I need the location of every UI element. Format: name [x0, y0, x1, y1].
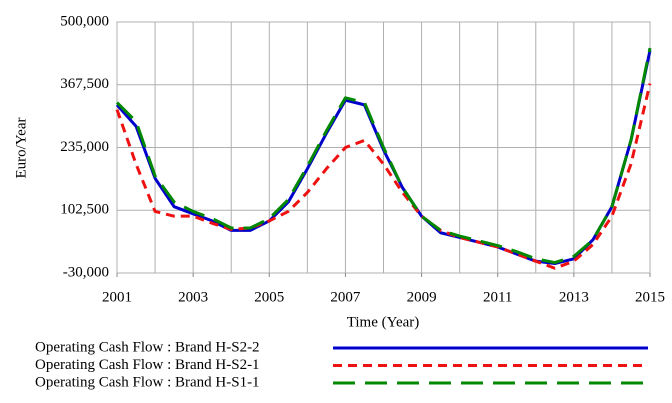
x-tick-label: 2003	[178, 289, 208, 305]
y-tick-label: 367,500	[60, 76, 109, 92]
x-tick-label: 2015	[635, 289, 665, 305]
x-tick-label: 2011	[483, 289, 512, 305]
legend-label: Operating Cash Flow : Brand H-S2-1	[35, 357, 260, 373]
x-axis-label: Time (Year)	[347, 314, 420, 330]
x-tick-label: 2013	[559, 289, 589, 305]
y-axis-label: Euro/Year	[13, 118, 29, 179]
legend-label: Operating Cash Flow : Brand H-S1-1	[35, 374, 260, 390]
x-tick-label: 2005	[254, 289, 284, 305]
y-tick-label: 102,500	[60, 202, 109, 218]
series-line	[115, 47, 652, 265]
y-tick-label: -30,000	[63, 264, 109, 280]
y-tick-label: 500,000	[60, 13, 109, 29]
x-tick-label: 2009	[407, 289, 437, 305]
x-tick-label: 2007	[330, 289, 361, 305]
y-tick-label: 235,000	[60, 139, 109, 155]
x-tick-label: 2001	[102, 289, 132, 305]
legend-label: Operating Cash Flow : Brand H-S2-2	[35, 339, 260, 355]
series-line	[115, 83, 652, 270]
